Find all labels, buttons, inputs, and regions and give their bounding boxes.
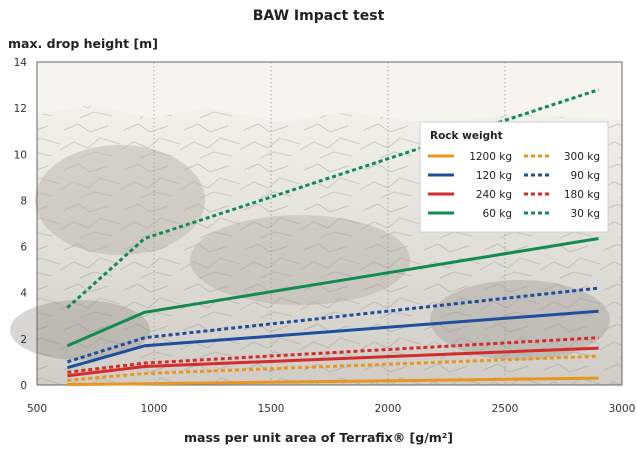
legend-label: 180 kg bbox=[564, 189, 600, 201]
series-line-240-kg bbox=[67, 346, 599, 378]
x-tick-label: 2500 bbox=[492, 403, 519, 415]
series-line-300-kg bbox=[67, 354, 599, 382]
y-tick-label: 6 bbox=[20, 242, 27, 254]
x-axis-ticks: 500 1000 1500 2000 2500 3000 bbox=[27, 403, 635, 415]
series-line-120-kg bbox=[66, 309, 599, 370]
y-tick-label: 12 bbox=[14, 103, 27, 115]
y-tick-label: 0 bbox=[20, 380, 27, 392]
x-tick-label: 1500 bbox=[258, 403, 285, 415]
axes bbox=[36, 61, 623, 386]
legend-title: Rock weight bbox=[430, 130, 503, 142]
series-line-90-kg bbox=[66, 286, 599, 364]
legend-label: 1200 kg bbox=[469, 151, 512, 163]
series-line-60-kg bbox=[66, 237, 599, 348]
y-tick-label: 14 bbox=[14, 57, 28, 69]
x-tick-label: 500 bbox=[27, 403, 47, 415]
legend-label: 30 kg bbox=[571, 208, 600, 220]
series-line-1200-kg bbox=[67, 376, 599, 386]
chart-title: BAW Impact test bbox=[252, 8, 385, 24]
legend: Rock weight 1200 kg 120 kg 240 kg 60 kg 300 k… bbox=[419, 121, 609, 233]
legend-label: 120 kg bbox=[476, 170, 512, 182]
legend-label: 60 kg bbox=[483, 208, 512, 220]
y-axis-ticks: 0 2 4 6 8 10 12 14 bbox=[14, 57, 28, 392]
x-tick-label: 3000 bbox=[609, 403, 636, 415]
x-axis-label: mass per unit area of Terrafix® [g/m²] bbox=[183, 430, 453, 445]
y-axis-label: max. drop height [m] bbox=[8, 36, 158, 51]
y-tick-label: 2 bbox=[20, 334, 27, 346]
legend-label: 90 kg bbox=[571, 170, 600, 182]
series-line-180-kg bbox=[67, 336, 599, 374]
x-tick-label: 1000 bbox=[141, 403, 168, 415]
x-tick-label: 2000 bbox=[375, 403, 402, 415]
y-tick-label: 4 bbox=[20, 288, 27, 300]
y-tick-label: 8 bbox=[20, 195, 27, 207]
plot-frame bbox=[36, 61, 623, 386]
legend-label: 300 kg bbox=[564, 151, 600, 163]
legend-label: 240 kg bbox=[476, 189, 512, 201]
y-tick-label: 10 bbox=[14, 149, 27, 161]
